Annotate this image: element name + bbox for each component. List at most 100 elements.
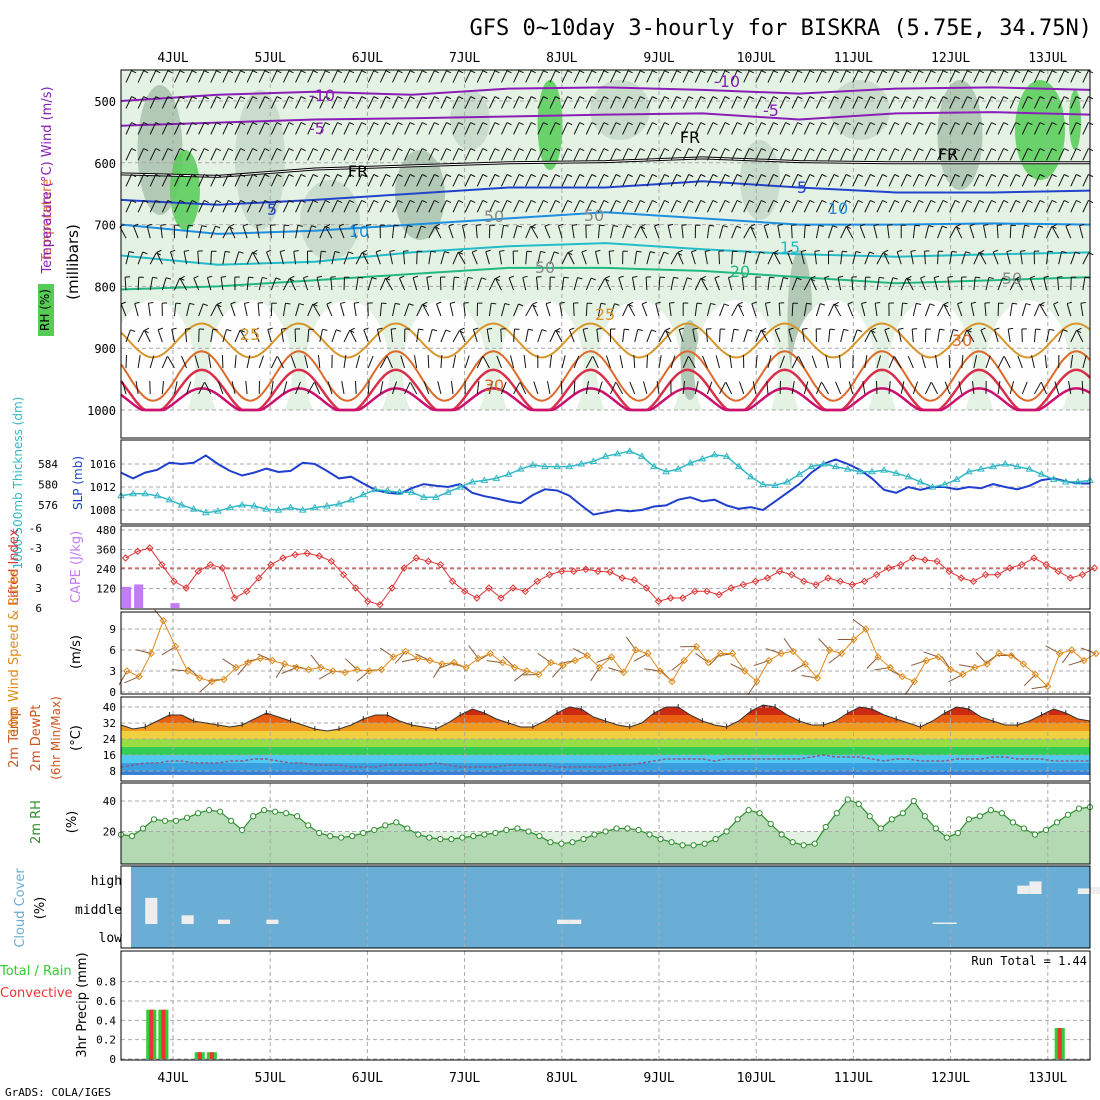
wind-point-72: [995, 649, 1003, 658]
wind-point-61: [862, 625, 870, 633]
thickness-point-77: [1049, 475, 1058, 482]
xsec-barb-flag: [256, 223, 262, 226]
xsec-barb: [234, 329, 241, 343]
xsec-barb: [416, 200, 423, 213]
xsec-barb-flag: [366, 224, 372, 226]
xsec-barb-flag: [942, 96, 948, 100]
xsec-barb-flag: [279, 249, 286, 253]
xsec-barb: [1058, 251, 1063, 265]
xsec-barb: [961, 174, 968, 187]
xsec-barb: [743, 148, 750, 161]
xsec-barb-flag: [842, 250, 848, 253]
xsec-barb-flag: [361, 96, 367, 100]
xsec-barb-flag: [824, 275, 830, 279]
xsec-barb: [610, 303, 615, 317]
xsec-barb-flag: [954, 148, 960, 152]
rh-point-36: [514, 825, 521, 832]
lifted-index-point-57: [812, 580, 820, 589]
xsec-barb: [731, 148, 738, 161]
xsec-barb-flag: [579, 122, 585, 126]
xsec-barb-flag: [591, 148, 597, 152]
xsec-barb: [186, 381, 192, 395]
xsec-barb-flag: [167, 148, 173, 152]
xsec-barb-flag: [627, 96, 633, 100]
xsec-barb: [137, 148, 145, 161]
wind-point-45: [668, 677, 676, 686]
xsec-barb-flag: [797, 70, 803, 74]
xsec-barb-flag: [458, 200, 464, 204]
xsec-barb-flag: [444, 251, 450, 254]
xsec-barb-flag: [337, 96, 343, 100]
xsec-barb-flag: [979, 249, 985, 254]
cloud-bar-67: [932, 922, 945, 924]
xsec-barb: [731, 96, 738, 109]
precip-ytick-0.6: 0.6: [96, 995, 116, 1008]
xsec-barb: [137, 355, 141, 369]
xsec-barb: [242, 225, 248, 239]
xsec-barb-flag: [579, 70, 585, 74]
thickness-point-41: [613, 449, 622, 457]
xsec-barb: [440, 70, 447, 83]
xsec-temp-label: Temperature: [40, 179, 55, 262]
rh-point-19: [327, 832, 334, 840]
xsec-barb: [985, 277, 990, 291]
xsec-barb-flag: [603, 70, 609, 74]
temp-band-2: [121, 755, 1090, 763]
xsec-barb: [352, 225, 357, 239]
xsec-barb-flag: [303, 275, 309, 279]
xsec-barb: [958, 381, 963, 395]
xsec-barb: [416, 122, 423, 135]
xsec-barb-flag: [555, 122, 561, 126]
xsec-barb: [404, 70, 411, 83]
xsec-barb-flag: [751, 301, 757, 305]
wind-point-76: [1043, 682, 1052, 691]
xsec-barb-flag: [652, 96, 658, 100]
slp-label: SLP (mb): [71, 456, 85, 510]
pbl-bubble-2: [305, 300, 390, 440]
rh-point-52: [690, 842, 697, 849]
wind-point-47: [692, 642, 700, 651]
xsec-barb: [304, 355, 309, 369]
xsec-barb-flag: [395, 302, 401, 305]
lifted-index-point-53: [763, 574, 772, 582]
xsec-barb: [198, 382, 205, 395]
xsec-barb-flag: [920, 275, 926, 279]
xsec-barb-flag: [577, 277, 583, 280]
xsec-barb: [597, 70, 605, 83]
lifted-index-point-66: [921, 556, 929, 564]
xsec-barb-flag: [212, 328, 218, 331]
xsec-barb-flag: [882, 70, 888, 74]
xsec-barb: [283, 70, 290, 83]
xsec-barb: [270, 96, 278, 109]
lifted-index-point-47: [691, 587, 699, 596]
xsec-barb: [331, 200, 338, 213]
thickness-point-42: [625, 447, 634, 454]
xsec-barb-flag: [385, 70, 391, 74]
xsec-barb: [864, 200, 871, 213]
xsec-barb: [343, 122, 350, 135]
xsec-barb: [573, 277, 579, 291]
xsec-barb: [391, 303, 396, 317]
xsec-barb-flag: [264, 96, 270, 100]
wind-point-41: [619, 668, 628, 677]
xsec-barb: [739, 381, 745, 395]
xsec-barb-flag: [882, 122, 888, 126]
wind-ytick-3: 3: [109, 665, 116, 678]
rh-point-61: [789, 839, 796, 846]
xsec-barb: [367, 355, 374, 369]
cape-ytick-360: 360: [96, 544, 116, 557]
xsec-barb: [404, 148, 411, 161]
xsec-barb-flag: [482, 122, 488, 126]
rh-point-50: [668, 839, 675, 846]
xsec-barb: [694, 200, 702, 213]
wind-point-1: [135, 672, 143, 681]
xsec-barb: [810, 278, 817, 291]
thickness-point-72: [989, 462, 997, 470]
xsec-barb-flag: [655, 301, 661, 304]
thickness-point-28: [456, 483, 465, 490]
precip-total-label: Total / Rain: [0, 964, 72, 979]
xsec-barb-flag: [609, 250, 615, 252]
xsec-barb-flag: [821, 200, 827, 204]
xsec-barb-flag: [191, 148, 197, 152]
xsec-barb: [700, 278, 708, 291]
